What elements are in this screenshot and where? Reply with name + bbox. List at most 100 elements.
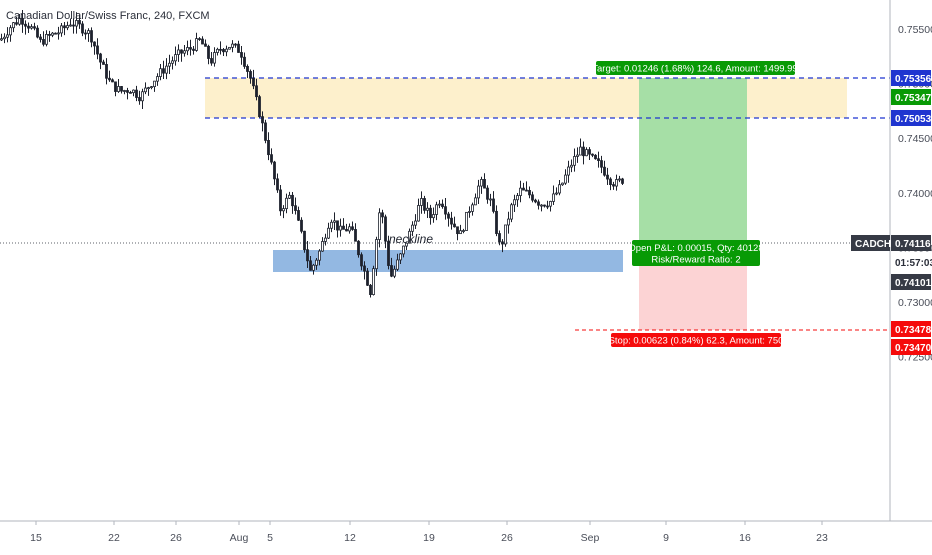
candle [201,36,204,45]
candle [315,258,318,270]
candle [369,283,372,298]
candle [546,200,549,210]
candle [447,211,450,227]
candle [105,58,108,85]
candle [84,29,87,40]
svg-text:0.75347: 0.75347 [895,93,932,104]
candle [483,173,486,189]
candle [18,14,21,26]
candle [576,147,579,163]
candle [171,56,174,70]
candle [282,205,285,219]
candle [495,205,498,237]
candle [366,267,369,287]
price-tag: CADCHF [851,235,897,251]
candle [279,184,282,216]
candle [150,86,153,90]
svg-text:CADCHF: CADCHF [855,239,897,250]
candle [60,22,63,37]
candle [594,154,597,160]
candle [237,40,240,53]
candle [591,153,594,158]
candle [99,52,102,70]
candle [456,226,459,241]
candle [333,212,336,231]
candle [384,214,387,249]
price-tag: 0.75053 [891,110,932,126]
x-tick-label: 22 [108,532,120,544]
candle [33,22,36,31]
candle [462,228,465,234]
candle [297,206,300,221]
candle [6,27,9,43]
candle [42,31,45,47]
candle [480,176,483,194]
candle [303,230,306,253]
candle [561,182,564,186]
candle [225,45,228,57]
candle [396,253,399,272]
x-tick-label: 9 [663,532,669,544]
candle [579,138,582,156]
candle [78,14,81,29]
candle [126,87,129,100]
candle [399,252,402,264]
x-tick-label: 12 [344,532,356,544]
candle [36,25,39,39]
candle [264,119,267,144]
candle [486,185,489,204]
price-tag: 0.74101 [891,274,932,290]
candle [342,218,345,230]
candle [378,208,381,248]
candle [582,141,585,165]
x-tick-label: 16 [739,532,751,544]
price-tag: 0.75347 [891,89,932,105]
candle [450,211,453,230]
candle [330,219,333,233]
candle [537,199,540,210]
candle [147,86,150,96]
candle [387,235,390,270]
svg-text:0.73478: 0.73478 [895,325,932,336]
candle [216,47,219,56]
candle [327,222,330,239]
candle [87,28,90,42]
candle [336,220,339,238]
candle [108,70,111,82]
candle [552,185,555,206]
candle [474,193,477,206]
candle [408,228,411,244]
price-tag: 0.73478 [891,321,932,337]
candle [51,31,54,38]
candle [156,73,159,86]
candle [318,249,321,266]
candle [615,174,618,191]
candle [177,44,180,62]
candle [465,211,468,231]
candle [243,52,246,69]
svg-text:01:57:03: 01:57:03 [895,258,932,269]
candle [360,252,363,271]
x-tick-label: 19 [423,532,435,544]
candle [417,198,420,222]
candle [69,18,72,27]
candle [267,132,270,161]
candle [24,20,27,35]
candle [249,69,252,84]
candle [39,33,42,43]
candle [567,160,570,183]
x-tick-label: Sep [581,532,600,544]
svg-text:0.75356: 0.75356 [895,74,932,85]
candle [252,69,255,90]
candle [429,204,432,225]
candle [180,49,183,62]
candle [21,10,24,33]
time-axis[interactable]: 15 22 26 Aug 5 12 19 26 Sep 9 16 23 [30,521,828,544]
candle [72,18,75,34]
candle [471,202,474,216]
candle [288,191,291,200]
candle [438,200,441,209]
